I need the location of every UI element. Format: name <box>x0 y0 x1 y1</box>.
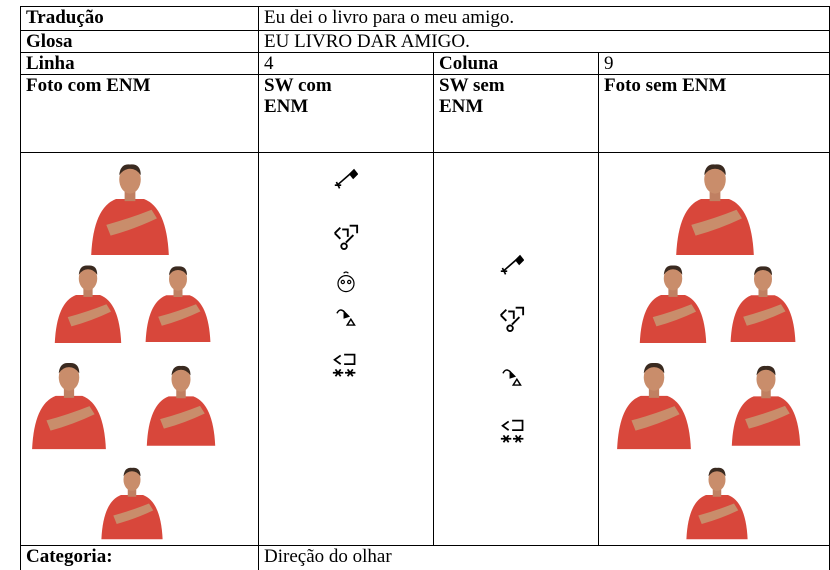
photos-with-enm <box>32 164 216 540</box>
photo <box>730 266 796 342</box>
photo <box>145 266 211 342</box>
signwriting-with-enm <box>332 169 359 378</box>
column-header: SW com ENM <box>258 74 434 153</box>
header-text: SW sem ENM <box>439 75 505 118</box>
cell-label: Tradução <box>20 6 259 31</box>
photo <box>686 467 748 540</box>
row <box>20 152 830 546</box>
photo <box>676 164 754 255</box>
row: Foto com ENM SW com ENM SW sem ENM Foto … <box>20 74 830 153</box>
photos-without-enm <box>617 164 801 540</box>
header-text: SW com ENM <box>264 75 332 118</box>
photo <box>101 467 163 540</box>
photo <box>54 265 122 343</box>
sign-table: Tradução Eu dei o livro para o meu amigo… <box>20 6 830 570</box>
photo <box>91 164 169 255</box>
column-header: SW sem ENM <box>433 74 599 153</box>
column-header: Foto sem ENM <box>597 74 830 153</box>
sign-glyph <box>336 309 356 326</box>
cell-label: Categoria: <box>20 545 259 570</box>
sign-glyph <box>337 271 355 293</box>
sign-glyph <box>499 306 525 332</box>
row: Tradução Eu dei o livro para o meu amigo… <box>20 6 830 31</box>
photo <box>146 365 216 446</box>
photo <box>32 362 106 450</box>
photo <box>639 265 707 343</box>
row: Categoria: Direção do olhar <box>20 545 830 570</box>
sign-glyph <box>332 353 357 378</box>
sign-glyph <box>333 224 359 250</box>
signwriting-cell <box>258 152 434 546</box>
sign-glyph <box>500 255 524 276</box>
header-text: Foto sem ENM <box>604 75 727 97</box>
sign-glyph <box>500 419 525 444</box>
photo <box>617 362 691 450</box>
cell-value: Direção do olhar <box>257 545 830 570</box>
sign-glyph <box>334 169 358 190</box>
signwriting-cell <box>433 152 599 546</box>
sign-glyph <box>502 369 522 386</box>
header-text: Foto com ENM <box>26 75 151 97</box>
signwriting-without-enm <box>499 255 525 444</box>
cell-value: Eu dei o livro para o meu amigo. <box>257 6 830 31</box>
photo <box>731 365 801 446</box>
